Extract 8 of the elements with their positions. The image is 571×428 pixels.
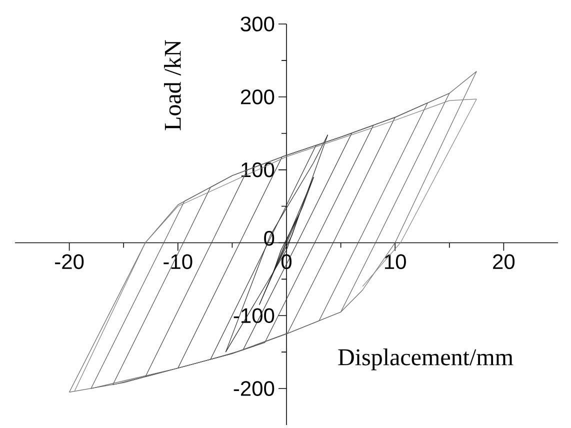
x-tick-label: 20 — [493, 254, 515, 270]
y-tick-label: 200 — [240, 89, 274, 104]
x-tick-label: 10 — [385, 254, 406, 270]
y-tick-label: -200 — [234, 381, 274, 396]
x-axis-title: Displacement/mm — [338, 348, 514, 370]
y-axis-title: Load /kN — [164, 40, 181, 130]
y-tick-label: 300 — [240, 16, 274, 32]
x-tick-label: -20 — [55, 254, 84, 270]
